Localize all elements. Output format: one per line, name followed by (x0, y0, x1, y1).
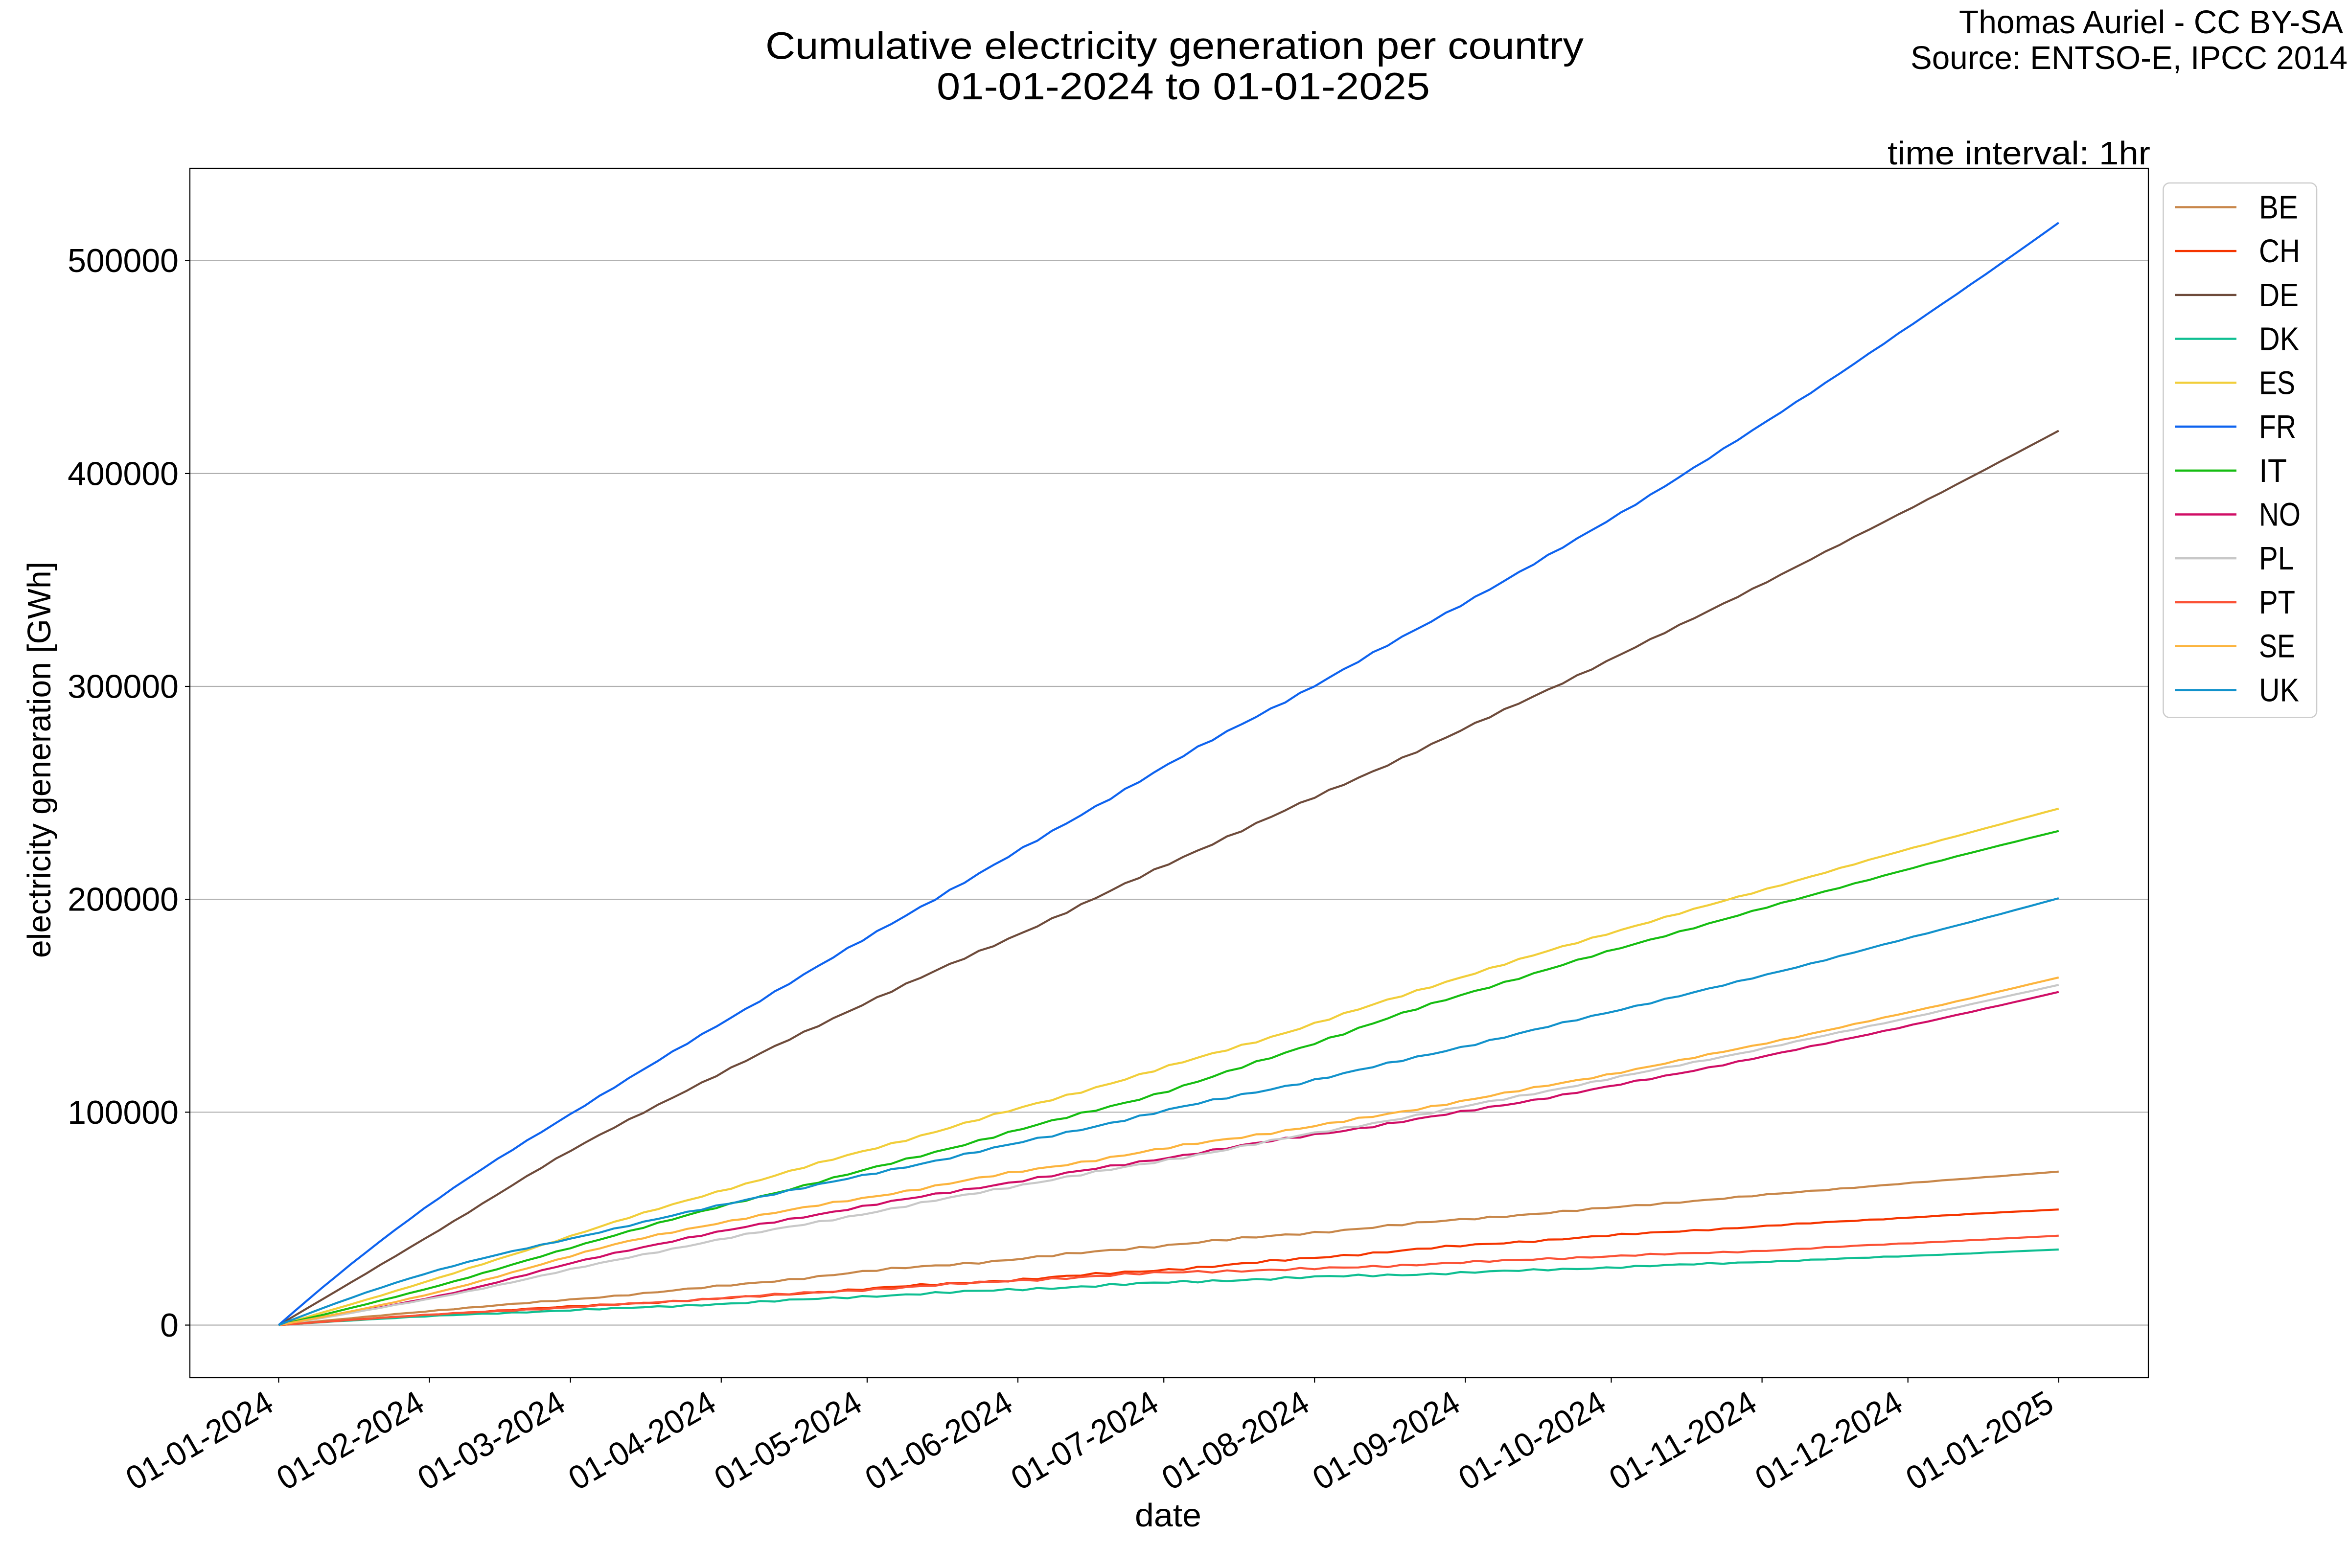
svg-text:500000: 500000 (68, 242, 179, 279)
svg-text:0: 0 (160, 1307, 179, 1344)
svg-text:100000: 100000 (68, 1094, 179, 1131)
svg-text:300000: 300000 (68, 668, 179, 705)
svg-text:electricity generation [GWh]: electricity generation [GWh] (21, 562, 58, 958)
svg-text:time interval: 1hr: time interval: 1hr (1888, 135, 2150, 172)
svg-text:01-01-2024 to 01-01-2025: 01-01-2024 to 01-01-2025 (937, 65, 1430, 108)
svg-text:Source: ENTSO-E, IPCC 2014: Source: ENTSO-E, IPCC 2014 (1911, 40, 2348, 76)
svg-text:DE: DE (2259, 277, 2299, 314)
svg-text:Cumulative electricity generat: Cumulative electricity generation per co… (765, 24, 1584, 67)
svg-text:CH: CH (2259, 233, 2300, 270)
svg-text:PL: PL (2259, 540, 2294, 577)
svg-text:200000: 200000 (68, 881, 179, 918)
svg-text:Thomas Auriel - CC BY-SA: Thomas Auriel - CC BY-SA (1959, 4, 2343, 41)
svg-text:date: date (1135, 1497, 1201, 1534)
svg-text:UK: UK (2259, 672, 2299, 708)
svg-text:IT: IT (2259, 453, 2287, 489)
svg-text:DK: DK (2259, 321, 2299, 358)
svg-text:PT: PT (2259, 584, 2295, 621)
svg-text:SE: SE (2259, 628, 2295, 665)
svg-text:FR: FR (2259, 409, 2296, 445)
svg-text:ES: ES (2259, 364, 2295, 401)
svg-text:BE: BE (2259, 189, 2298, 226)
svg-text:400000: 400000 (68, 455, 179, 492)
svg-text:NO: NO (2259, 497, 2301, 533)
